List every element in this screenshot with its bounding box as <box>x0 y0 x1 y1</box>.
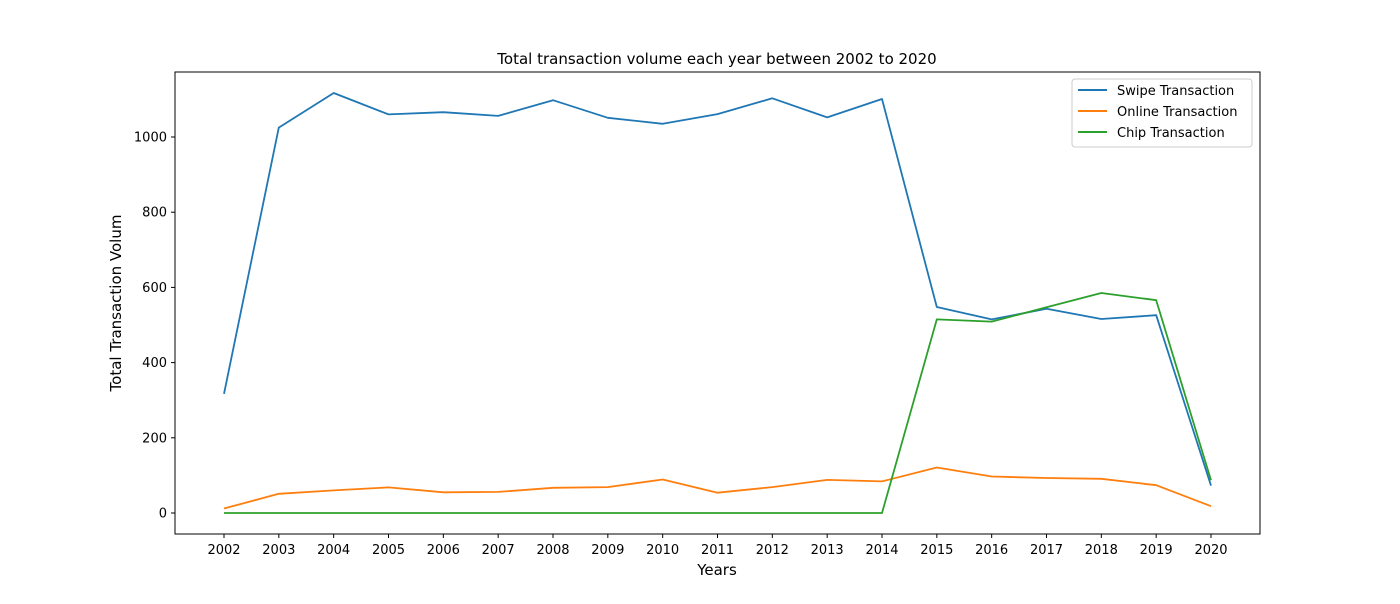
x-tick-label: 2006 <box>427 543 460 558</box>
series-line-online-transaction <box>223 466 1212 510</box>
y-tick-label: 1000 <box>134 131 167 146</box>
x-tick-label: 2016 <box>975 543 1008 558</box>
x-tick-label: 2017 <box>1030 543 1063 558</box>
y-tick-label: 400 <box>142 356 167 371</box>
x-tick-label: 2013 <box>811 543 844 558</box>
y-tick-label: 0 <box>159 507 167 522</box>
x-tick-label: 2002 <box>207 543 240 558</box>
x-tick-label: 2018 <box>1085 543 1118 558</box>
y-tick-label: 200 <box>142 431 167 446</box>
series-layer <box>223 92 1212 514</box>
x-tick-label: 2010 <box>646 543 679 558</box>
legend: Swipe Transaction Online Transaction Chip … <box>1071 78 1253 148</box>
x-tick-label: 2004 <box>317 543 350 558</box>
series-line-swipe-transaction <box>223 92 1212 486</box>
x-tick-label: 2003 <box>262 543 295 558</box>
x-axis-label: Years <box>696 561 737 579</box>
x-tick-label: 2020 <box>1194 543 1227 558</box>
x-tick-label: 2007 <box>482 543 515 558</box>
x-tick-label: 2015 <box>920 543 953 558</box>
x-tick-label: 2005 <box>372 543 405 558</box>
x-axis: 2002 2003 2004 2005 2006 2007 2008 2009 2010 2011… <box>207 534 1228 558</box>
chart-title: Total transaction volume each year betwe… <box>496 50 936 68</box>
x-tick-label: 2011 <box>701 543 734 558</box>
legend-label: Chip Transaction <box>1117 126 1225 141</box>
x-tick-label: 2014 <box>865 543 898 558</box>
y-tick-label: 800 <box>142 206 167 221</box>
x-tick-label: 2019 <box>1140 543 1173 558</box>
legend-box <box>1071 78 1253 148</box>
legend-label: Online Transaction <box>1117 105 1237 120</box>
legend-label: Swipe Transaction <box>1117 84 1234 99</box>
y-tick-label: 600 <box>142 281 167 296</box>
y-axis-label: Total Transaction Volum <box>107 215 125 393</box>
x-tick-label: 2012 <box>756 543 789 558</box>
series-line-chip-transaction <box>224 292 1212 514</box>
x-tick-label: 2008 <box>536 543 569 558</box>
x-tick-label: 2009 <box>591 543 624 558</box>
y-axis: 0 200 400 600 800 1000 <box>134 131 175 522</box>
